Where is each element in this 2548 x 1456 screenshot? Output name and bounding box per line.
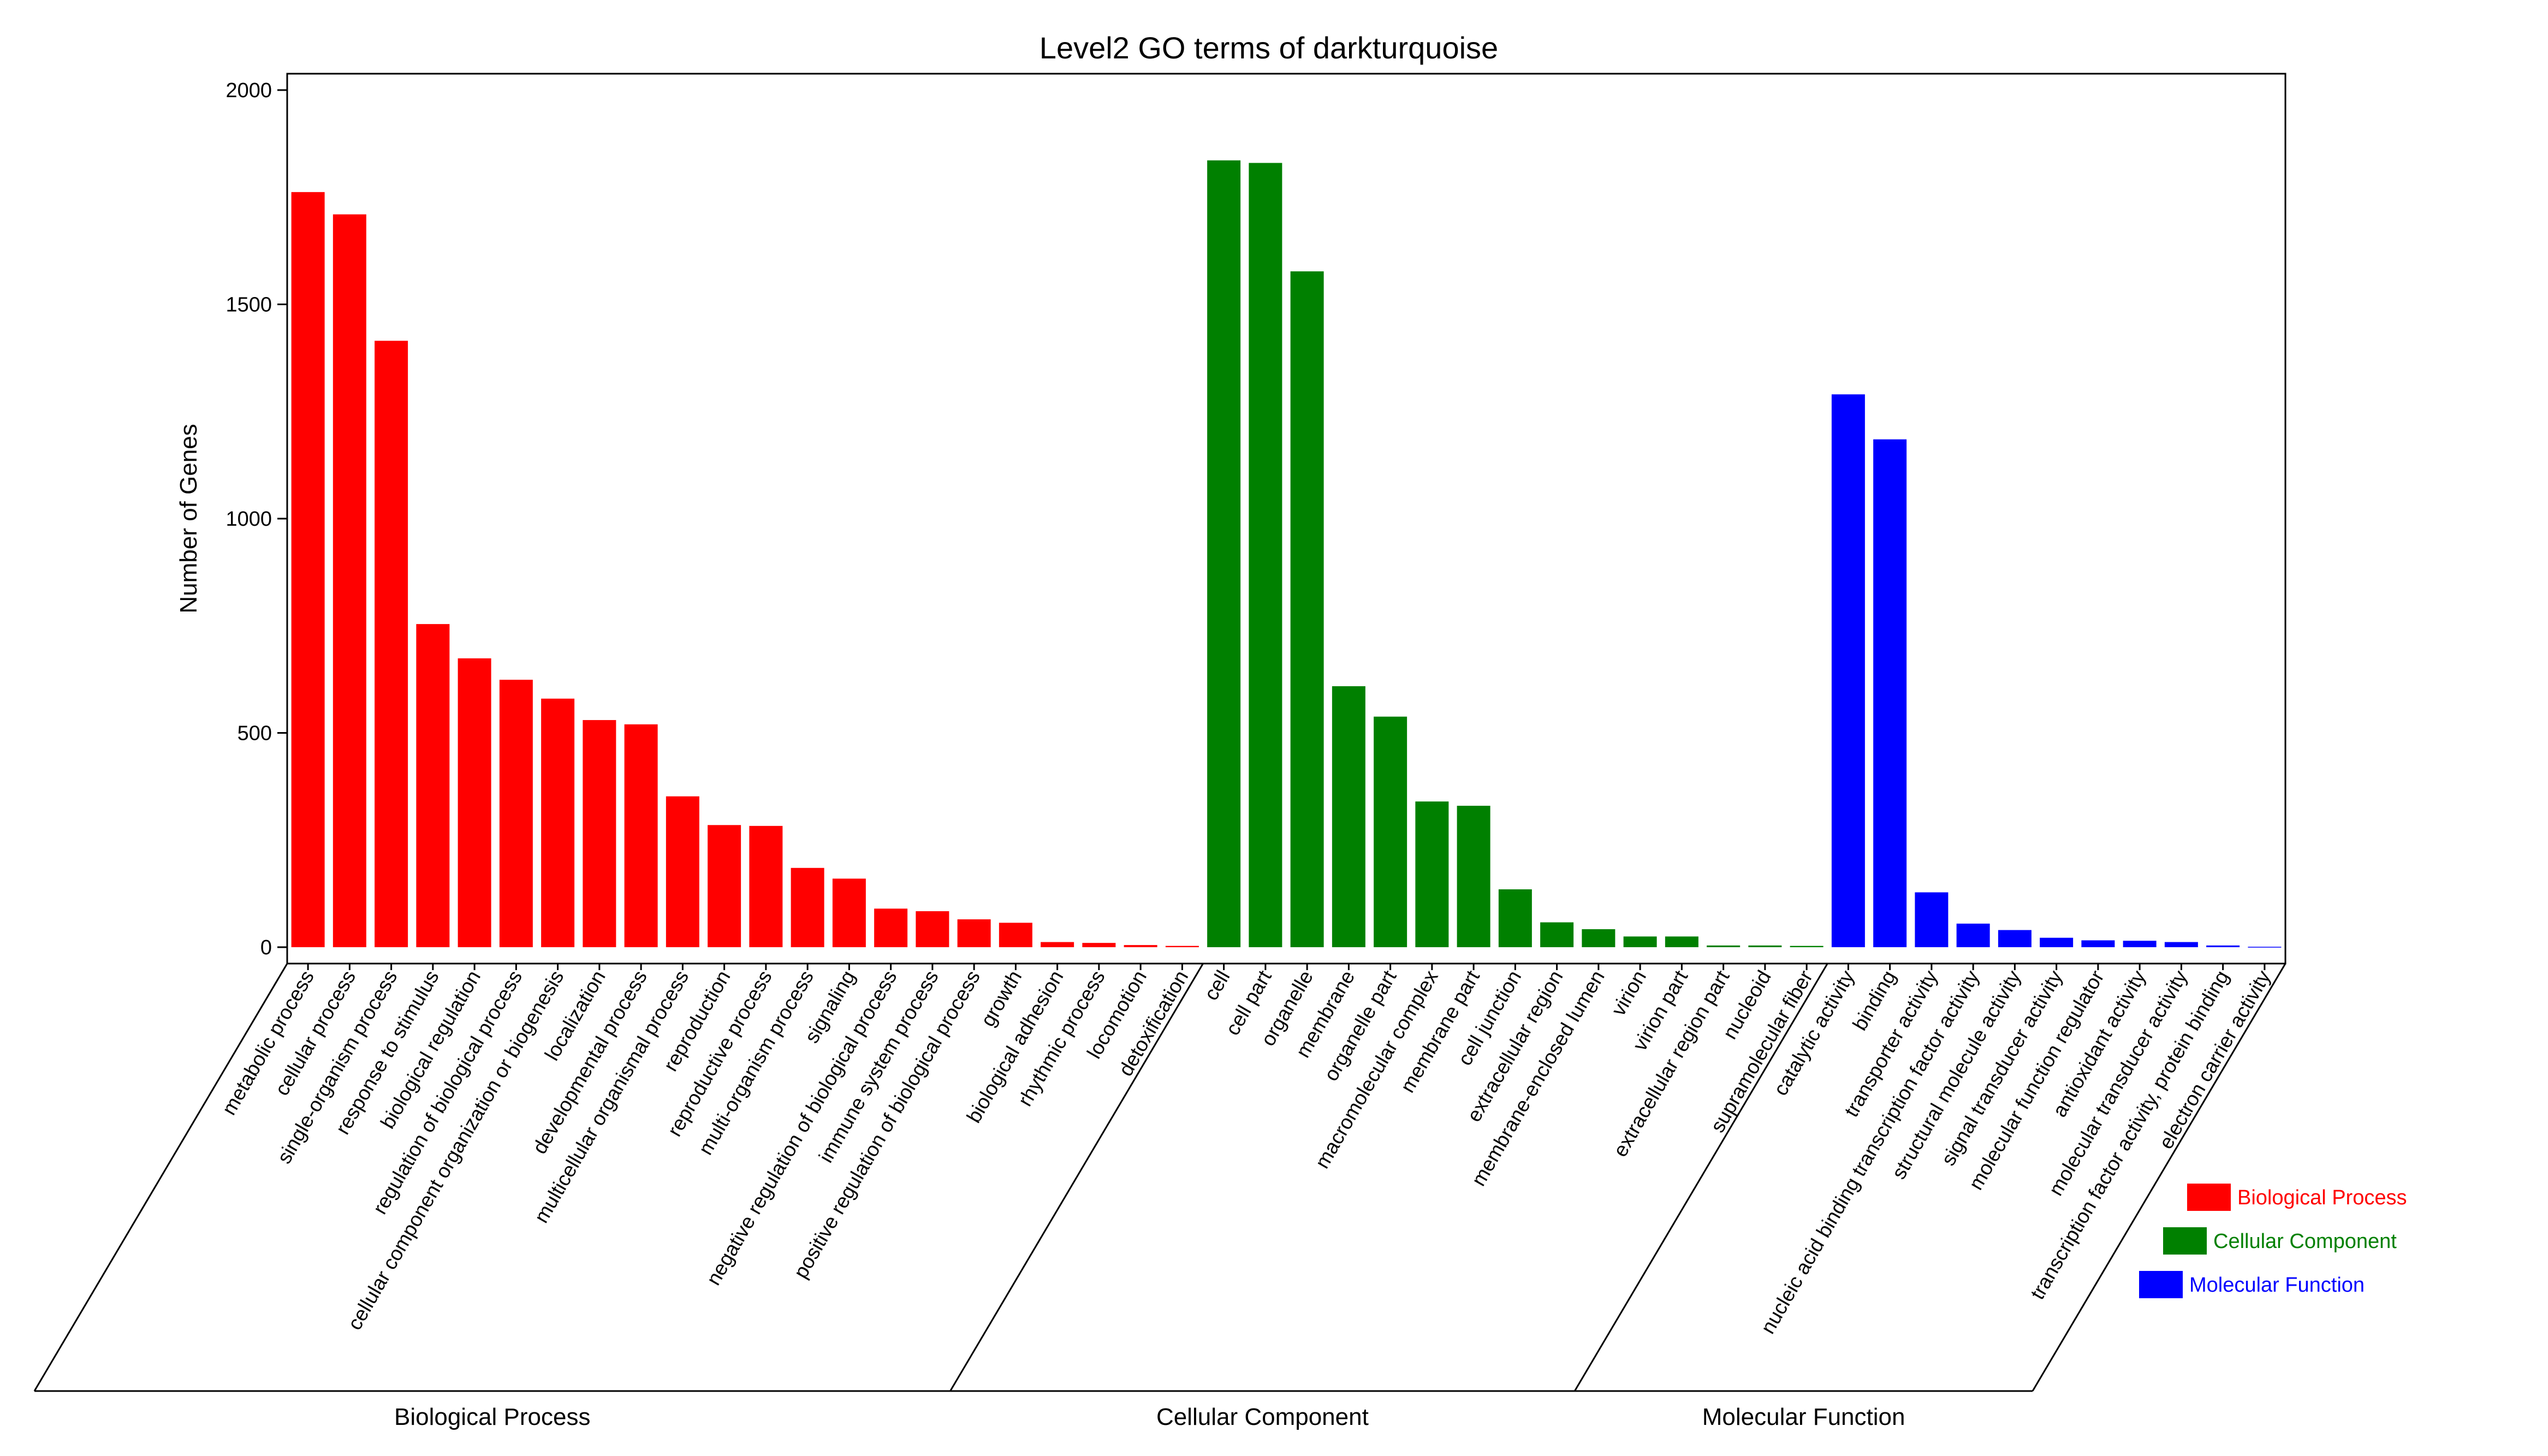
x-tick-label-cell: cell	[1199, 967, 1234, 1005]
bar-membrane	[1332, 686, 1365, 947]
group-sections: Biological Process Cellular Component Mole…	[33, 963, 2286, 1430]
bar-regulation-of-biological-process	[499, 680, 533, 947]
bar-negative-regulation-of-biological-process	[874, 908, 908, 947]
bar-cell-junction	[1498, 889, 1532, 947]
bar-immune-system-process	[916, 911, 949, 947]
group-label-molecular-function: Molecular Function	[1702, 1404, 1905, 1430]
group-label-cellular-component: Cellular Component	[1156, 1404, 1369, 1430]
bar-biological-regulation	[458, 658, 491, 947]
bar-biological-adhesion	[1041, 942, 1074, 947]
bar-multi-organism-process	[791, 867, 824, 947]
group-divider	[2032, 963, 2286, 1392]
bar-rhythmic-process	[1082, 943, 1116, 947]
bar-virion-part	[1665, 936, 1698, 947]
bar-response-to-stimulus	[416, 624, 450, 947]
bar-signal-transducer-activity	[2040, 937, 2074, 947]
y-tick-label: 2000	[225, 79, 272, 102]
bar-binding	[1873, 439, 1907, 947]
group-divider	[949, 963, 1204, 1392]
bar-multicellular-organismal-process	[666, 796, 699, 947]
bar-electron-carrier-activity	[2248, 947, 2282, 948]
bar-antioxidant-activity	[2123, 941, 2157, 947]
group-divider	[33, 963, 288, 1392]
legend-label-molecular-function: Molecular Function	[2189, 1274, 2365, 1297]
bar-catalytic-activity	[1831, 394, 1865, 947]
bar-organelle-part	[1374, 716, 1407, 947]
bar-supramolecular-fiber	[1790, 946, 1824, 947]
bar-reproductive-process	[749, 825, 783, 947]
bar-structural-molecule-activity	[1998, 930, 2032, 947]
y-tick-label: 1000	[225, 508, 272, 531]
bar-molecular-transducer-activity	[2164, 942, 2198, 947]
bar-single-organism-process	[375, 341, 408, 947]
bar-extracellular-region-part	[1707, 945, 1741, 947]
bar-localization	[583, 720, 616, 947]
y-tick-label: 500	[237, 722, 272, 745]
legend-swatch-biological-process	[2187, 1184, 2231, 1211]
bar-extracellular-region	[1540, 922, 1574, 947]
group-label-biological-process: Biological Process	[394, 1404, 591, 1430]
legend-swatch-molecular-function	[2139, 1271, 2183, 1298]
bar-cellular-process	[332, 214, 366, 947]
bar-metabolic-process	[291, 192, 325, 948]
bar-locomotion	[1124, 945, 1157, 947]
bar-membrane-enclosed-lumen	[1582, 929, 1615, 947]
legend: Biological Process Cellular Component Mole…	[2139, 1184, 2407, 1298]
bar-developmental-process	[624, 724, 658, 947]
x-tick-label-virion: virion	[1607, 967, 1650, 1020]
bar-molecular-function-regulator	[2081, 940, 2115, 947]
bar-transcription-factor-activity-protein-binding	[2206, 945, 2240, 947]
bar-signaling	[832, 878, 866, 947]
bar-cellular-component-organization-or-biogenesis	[541, 698, 575, 947]
legend-label-biological-process: Biological Process	[2237, 1186, 2407, 1209]
bar-growth	[999, 923, 1032, 947]
bar-macromolecular-complex	[1415, 801, 1449, 947]
bar-positive-regulation-of-biological-process	[957, 919, 991, 947]
bar-cell	[1207, 160, 1241, 947]
y-tick-label: 1500	[225, 294, 272, 317]
bar-transporter-activity	[1915, 892, 1949, 947]
plot-area: 0 500 1000 1500 2000	[225, 73, 2286, 970]
bar-nucleic-acid-binding-transcription-factor-activity	[1956, 923, 1990, 947]
bar-cell-part	[1249, 163, 1282, 948]
y-axis-label: Number of Genes	[175, 424, 202, 613]
bar-reproduction	[708, 825, 741, 947]
chart-title: Level2 GO terms of darkturquoise	[1040, 31, 1498, 65]
bar-organelle	[1290, 271, 1324, 948]
y-tick-label: 0	[260, 936, 272, 959]
group-divider	[1573, 963, 1828, 1392]
bar-detoxification	[1165, 946, 1199, 947]
bar-virion	[1623, 936, 1657, 947]
legend-label-cellular-component: Cellular Component	[2213, 1230, 2397, 1253]
bar-nucleoid	[1748, 945, 1782, 947]
legend-swatch-cellular-component	[2163, 1227, 2207, 1255]
bar-membrane-part	[1457, 805, 1490, 947]
